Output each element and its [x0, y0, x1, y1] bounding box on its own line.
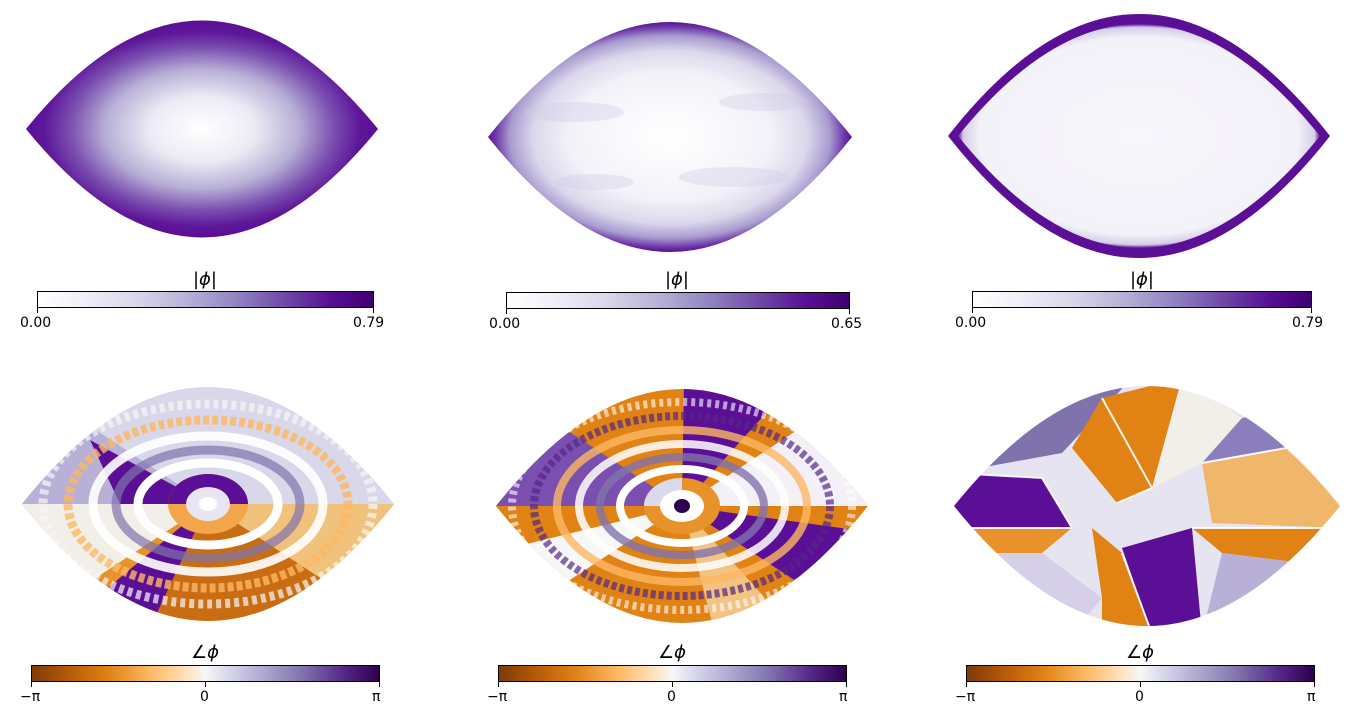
magnitude-map-2: [488, 22, 852, 252]
ticklabel-top-3-max: 0.79: [1292, 315, 1324, 331]
tick-top-1-min: [37, 308, 38, 313]
magnitude-map-3: [948, 14, 1330, 258]
colorbar-top-3: [972, 291, 1312, 308]
ticklabel-bottom-2-max: π: [839, 689, 848, 705]
colorbar-title-top-1: |ϕ|: [192, 269, 217, 290]
tick-top-3-min: [972, 308, 973, 313]
ticklabel-top-1-max: 0.79: [353, 315, 385, 331]
tick-bottom-1-max: [379, 682, 380, 687]
ticklabel-top-2-min: 0.00: [489, 316, 521, 332]
tick-bottom-2-mid: [672, 682, 673, 687]
phase-map-3: [954, 386, 1340, 626]
tick-bottom-3-min: [966, 682, 967, 687]
colorbar-title-top-3: |ϕ|: [1129, 269, 1154, 290]
ticklabel-top-3-min: 0.00: [955, 315, 987, 331]
tick-bottom-1-mid: [205, 682, 206, 687]
colorbar-title-bottom-2: ∠ϕ: [657, 642, 686, 663]
tick-top-2-max: [849, 309, 850, 314]
tick-bottom-2-max: [846, 682, 847, 687]
colorbar-bottom-3: [966, 665, 1315, 682]
tick-bottom-2-min: [498, 682, 499, 687]
colorbar-title-top-2: |ϕ|: [664, 269, 689, 290]
ticklabel-bottom-3-min: −π: [955, 689, 976, 705]
ticklabel-bottom-2-min: −π: [487, 689, 508, 705]
ticklabel-bottom-3-mid: 0: [1135, 689, 1144, 705]
tick-top-1-max: [373, 308, 374, 313]
colorbar-bottom-1: [31, 665, 380, 682]
tick-bottom-1-min: [31, 682, 32, 687]
ticklabel-bottom-3-max: π: [1307, 689, 1316, 705]
ticklabel-bottom-1-max: π: [372, 689, 381, 705]
ticklabel-bottom-1-mid: 0: [200, 689, 209, 705]
tick-top-3-max: [1311, 308, 1312, 313]
ticklabel-bottom-2-mid: 0: [667, 689, 676, 705]
ticklabel-top-1-min: 0.00: [20, 315, 52, 331]
tick-bottom-3-mid: [1140, 682, 1141, 687]
tick-top-2-min: [506, 309, 507, 314]
colorbar-title-bottom-1: ∠ϕ: [190, 642, 219, 663]
colorbar-title-bottom-3: ∠ϕ: [1125, 642, 1154, 663]
colorbar-top-1: [37, 291, 374, 308]
phase-map-2: [496, 389, 868, 623]
colorbar-bottom-2: [498, 665, 847, 682]
magnitude-map-1: [26, 20, 378, 238]
colorbar-top-2: [506, 292, 850, 309]
ticklabel-top-2-max: 0.65: [831, 316, 863, 332]
tick-bottom-3-max: [1314, 682, 1315, 687]
ticklabel-bottom-1-min: −π: [20, 689, 41, 705]
phase-map-1: [22, 387, 394, 621]
